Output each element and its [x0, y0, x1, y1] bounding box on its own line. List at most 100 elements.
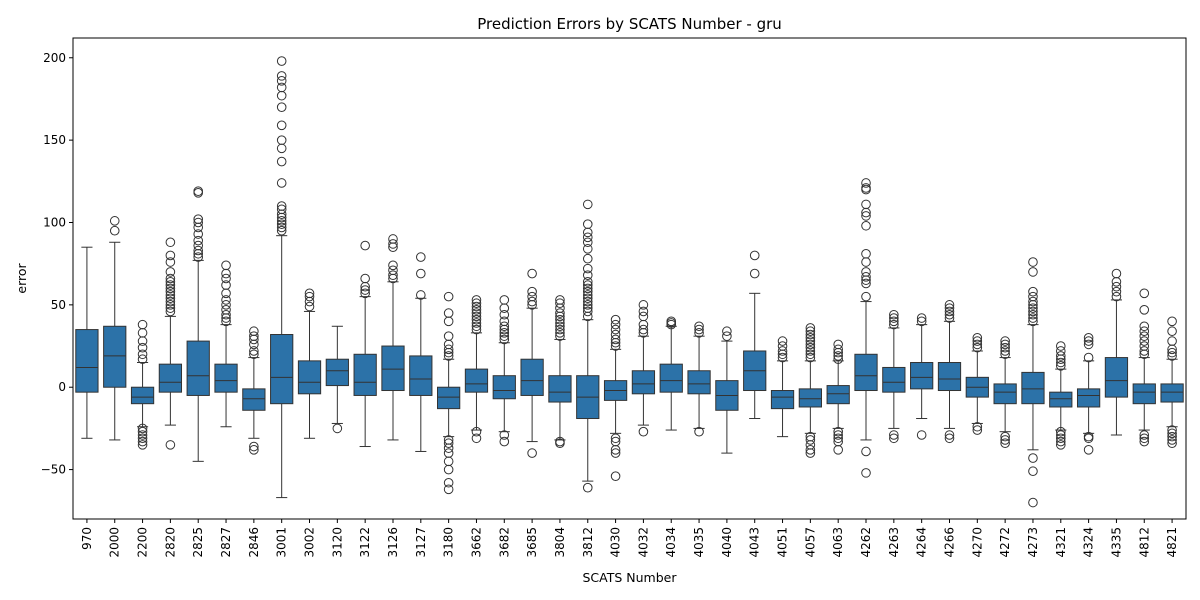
- outlier-point: [861, 220, 871, 231]
- box-iqr: [659, 363, 683, 393]
- box-iqr: [770, 390, 795, 410]
- outlier-point: [555, 303, 565, 313]
- outlier-point: [582, 219, 593, 229]
- outlier-point: [889, 319, 899, 330]
- outlier-point: [555, 318, 565, 328]
- outlier-point: [443, 438, 454, 449]
- outlier-point: [388, 260, 398, 271]
- outlier-point: [360, 273, 370, 284]
- outlier-point: [165, 283, 176, 294]
- outlier-point: [1028, 296, 1038, 307]
- box-iqr: [464, 368, 489, 393]
- outlier-point: [499, 328, 510, 338]
- outlier-point: [193, 222, 204, 233]
- box-4270: [965, 333, 989, 435]
- box-3804: [548, 295, 572, 449]
- outlier-point: [471, 311, 482, 322]
- outlier-point: [1083, 339, 1094, 350]
- outlier-point: [1167, 435, 1177, 445]
- box-4063: [826, 339, 850, 455]
- box-iqr: [1160, 383, 1184, 403]
- outlier-point: [944, 306, 955, 317]
- box-970: [75, 246, 99, 439]
- box-4273: [1021, 257, 1045, 508]
- outlier-point: [972, 333, 983, 343]
- outlier-point: [1000, 431, 1010, 442]
- outlier-point: [1000, 336, 1010, 346]
- outlier-point: [582, 303, 593, 313]
- outlier-point: [582, 263, 593, 274]
- x-tick-label: 4812: [1137, 527, 1151, 558]
- box-iqr: [854, 353, 878, 392]
- box-iqr: [687, 370, 711, 395]
- outlier-point: [555, 314, 565, 325]
- outlier-point: [165, 296, 176, 307]
- outlier-point: [610, 471, 621, 481]
- outlier-point: [276, 76, 287, 86]
- outlier-point: [1167, 351, 1177, 361]
- outlier-point: [443, 291, 454, 302]
- outlier-point: [276, 56, 287, 66]
- outlier-point: [137, 319, 148, 330]
- outlier-point: [861, 267, 871, 277]
- outlier-point: [610, 341, 621, 351]
- box-3812: [576, 199, 600, 493]
- outlier-point: [165, 306, 176, 317]
- outlier-point: [1028, 497, 1038, 508]
- outlier-point: [805, 342, 816, 353]
- x-tick-label: 4821: [1165, 527, 1179, 558]
- outlier-point: [499, 334, 510, 345]
- box-4057: [798, 323, 822, 458]
- x-tick-label: 4057: [803, 527, 817, 558]
- outlier-point: [833, 445, 843, 455]
- outlier-point: [1055, 430, 1066, 440]
- outlier-point: [416, 290, 426, 300]
- box-iqr: [214, 363, 238, 393]
- outlier-point: [555, 298, 565, 309]
- outlier-point: [638, 319, 649, 330]
- outlier-point: [777, 341, 788, 351]
- outlier-point: [1167, 316, 1177, 327]
- outlier-point: [1139, 321, 1150, 332]
- x-tick-label: 4043: [748, 527, 762, 558]
- outlier-point: [109, 225, 120, 236]
- outlier-point: [610, 329, 621, 340]
- outlier-point: [805, 346, 816, 356]
- outlier-point: [1083, 445, 1094, 455]
- outlier-point: [861, 446, 871, 457]
- outlier-point: [555, 438, 565, 449]
- outlier-point: [749, 268, 760, 279]
- outlier-point: [805, 448, 816, 458]
- box-3002: [297, 288, 322, 439]
- outlier-point: [833, 351, 843, 361]
- box-iqr: [158, 363, 183, 393]
- outlier-point: [276, 219, 287, 229]
- outlier-point: [916, 430, 927, 440]
- outlier-point: [193, 229, 204, 239]
- y-tick-label: −50: [41, 463, 66, 477]
- outlier-point: [1000, 438, 1010, 449]
- outlier-point: [1167, 428, 1177, 439]
- outlier-point: [582, 253, 593, 264]
- outlier-point: [582, 276, 593, 287]
- outlier-point: [276, 156, 287, 167]
- y-tick-label: 150: [43, 133, 66, 147]
- outlier-point: [944, 430, 955, 440]
- outlier-point: [555, 321, 565, 332]
- outlier-point: [443, 339, 454, 350]
- outlier-point: [777, 346, 788, 356]
- outlier-point: [582, 199, 593, 210]
- outlier-point: [1028, 257, 1038, 267]
- x-tick-label: 4063: [831, 527, 845, 558]
- outlier-point: [972, 339, 983, 350]
- outlier-point: [582, 296, 593, 307]
- x-tick-label: 970: [80, 527, 94, 550]
- outlier-point: [722, 331, 732, 341]
- outlier-point: [165, 300, 176, 310]
- outlier-point: [1055, 426, 1066, 437]
- outlier-point: [276, 90, 287, 101]
- outlier-point: [805, 336, 816, 346]
- outlier-point: [889, 430, 899, 440]
- box-iqr: [1104, 357, 1129, 398]
- outlier-point: [137, 430, 148, 440]
